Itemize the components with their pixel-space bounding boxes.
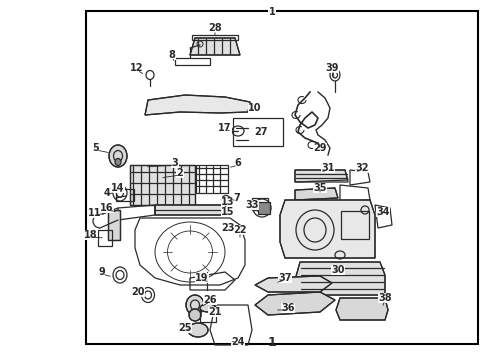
Polygon shape	[280, 200, 375, 258]
Text: 28: 28	[208, 23, 222, 33]
Text: 22: 22	[233, 225, 247, 235]
Text: 34: 34	[376, 207, 390, 217]
Text: 14: 14	[111, 183, 125, 193]
Text: 39: 39	[325, 63, 339, 73]
Polygon shape	[295, 188, 338, 200]
Text: 2: 2	[176, 168, 183, 178]
Text: 20: 20	[131, 287, 145, 297]
Bar	[341, 211, 369, 239]
Bar	[116, 189, 134, 201]
Ellipse shape	[200, 304, 216, 312]
Text: 25: 25	[178, 323, 192, 333]
Polygon shape	[108, 210, 120, 240]
Text: 30: 30	[331, 265, 345, 275]
Polygon shape	[145, 95, 250, 115]
Text: 36: 36	[281, 303, 295, 313]
Bar	[258, 202, 270, 214]
Ellipse shape	[188, 323, 208, 337]
Text: 13: 13	[221, 197, 235, 207]
Bar	[200, 308, 216, 322]
Text: 15: 15	[221, 207, 235, 217]
Text: 35: 35	[313, 183, 327, 193]
Text: 29: 29	[313, 143, 327, 153]
Ellipse shape	[189, 309, 201, 321]
Polygon shape	[190, 38, 240, 55]
Text: 17: 17	[218, 123, 232, 133]
Text: 12: 12	[130, 63, 144, 73]
Polygon shape	[130, 165, 195, 205]
Text: 23: 23	[221, 223, 235, 233]
Polygon shape	[336, 298, 388, 320]
Text: 10: 10	[248, 103, 262, 113]
Text: 19: 19	[195, 273, 209, 283]
Text: 1: 1	[268, 336, 276, 349]
Bar	[233, 118, 283, 146]
Text: 33: 33	[245, 200, 259, 210]
Text: 3: 3	[172, 158, 178, 168]
Text: 11: 11	[88, 208, 102, 218]
Text: 6: 6	[235, 158, 242, 168]
Polygon shape	[295, 170, 348, 182]
Ellipse shape	[186, 295, 204, 315]
Polygon shape	[155, 205, 230, 215]
Text: 9: 9	[98, 267, 105, 277]
Text: 26: 26	[203, 295, 217, 305]
Polygon shape	[295, 262, 385, 295]
Text: 8: 8	[169, 50, 175, 60]
Polygon shape	[255, 292, 335, 315]
Text: 1: 1	[269, 7, 275, 17]
Ellipse shape	[115, 158, 121, 166]
Text: 38: 38	[378, 293, 392, 303]
Text: 24: 24	[231, 337, 245, 347]
Text: 32: 32	[355, 163, 369, 173]
Text: 37: 37	[278, 273, 292, 283]
Bar	[98, 230, 112, 246]
Text: 16: 16	[100, 203, 114, 213]
Text: 18: 18	[84, 230, 98, 240]
Ellipse shape	[109, 145, 127, 167]
Text: 27: 27	[254, 127, 268, 137]
Text: 4: 4	[103, 188, 110, 198]
Text: 5: 5	[93, 143, 99, 153]
Polygon shape	[255, 276, 332, 292]
Text: 21: 21	[208, 307, 222, 317]
Text: 7: 7	[234, 193, 241, 203]
Text: 31: 31	[321, 163, 335, 173]
